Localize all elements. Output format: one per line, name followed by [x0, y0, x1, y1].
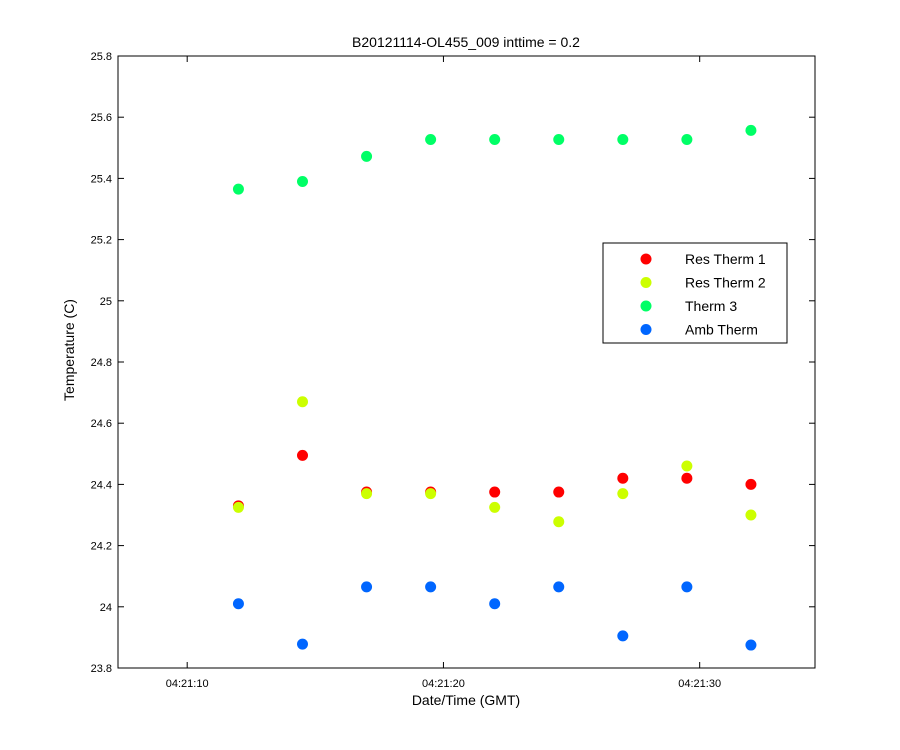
y-tick-label: 24.6	[91, 418, 112, 430]
legend-label: Res Therm 2	[685, 275, 766, 291]
y-tick-label: 24	[100, 602, 112, 614]
y-tick-label: 25.8	[91, 51, 112, 63]
data-point	[745, 509, 757, 521]
legend: Res Therm 1 Res Therm 2 Therm 3 Amb Therm	[602, 242, 788, 344]
y-tick-label: 25.2	[91, 235, 112, 247]
data-point	[681, 581, 693, 593]
data-point	[553, 581, 565, 593]
data-point	[553, 516, 565, 528]
data-point	[425, 581, 437, 593]
data-point	[553, 486, 565, 498]
data-point	[617, 488, 629, 500]
legend-marker	[640, 324, 652, 335]
plot-area	[117, 55, 816, 669]
data-point	[232, 598, 244, 610]
data-point	[232, 501, 244, 513]
data-point	[553, 134, 565, 146]
y-tick-label: 24.2	[91, 541, 112, 553]
data-point	[489, 598, 501, 610]
x-tick-label: 04:21:30	[678, 678, 721, 690]
data-point	[425, 488, 437, 500]
data-point	[297, 175, 308, 187]
data-point	[489, 501, 501, 513]
legend-box	[602, 242, 788, 344]
data-point	[361, 150, 373, 162]
data-point	[745, 124, 757, 136]
data-point	[297, 449, 308, 461]
series-3	[232, 581, 757, 651]
data-point	[232, 183, 244, 195]
data-point	[297, 396, 308, 408]
x-axis: 04:21:10 04:21:20 04:21:30	[166, 56, 721, 690]
y-tick-label: 25.4	[91, 173, 112, 185]
chart-title: B20121114-OL455_009 inttime = 0.2	[352, 34, 580, 50]
data-point	[617, 134, 629, 146]
y-tick-label: 23.8	[91, 663, 112, 675]
legend-marker	[640, 277, 652, 288]
y-axis: 23.8 24 24.2 24.4 24.6 24.8 25 25.2 25.4 25.6 25.8	[91, 51, 815, 675]
x-tick-label: 04:21:10	[166, 678, 209, 690]
data-points	[232, 124, 757, 651]
legend-marker	[640, 253, 652, 265]
data-point	[489, 134, 501, 146]
data-point	[297, 638, 308, 650]
y-axis-title: Temperature (C)	[61, 299, 77, 401]
data-point	[745, 478, 757, 490]
data-point	[681, 472, 693, 484]
data-point	[681, 460, 693, 472]
y-tick-label: 24.4	[91, 479, 112, 491]
data-point	[617, 630, 629, 642]
x-tick-label: 04:21:20	[422, 678, 465, 690]
data-point	[361, 488, 373, 500]
data-point	[617, 472, 629, 484]
data-point	[425, 134, 437, 146]
y-tick-label: 24.8	[91, 357, 112, 369]
series-2	[232, 124, 757, 195]
legend-label: Res Therm 1	[685, 251, 766, 267]
legend-label: Therm 3	[685, 298, 737, 314]
data-point	[361, 581, 373, 593]
legend-marker	[640, 300, 652, 312]
y-tick-label: 25.6	[91, 112, 112, 124]
data-point	[745, 639, 757, 651]
series-1	[232, 396, 757, 528]
data-point	[681, 134, 693, 146]
data-point	[489, 486, 501, 498]
legend-label: Amb Therm	[685, 322, 758, 338]
x-axis-title: Date/Time (GMT)	[412, 692, 520, 708]
y-tick-label: 25	[100, 296, 112, 308]
